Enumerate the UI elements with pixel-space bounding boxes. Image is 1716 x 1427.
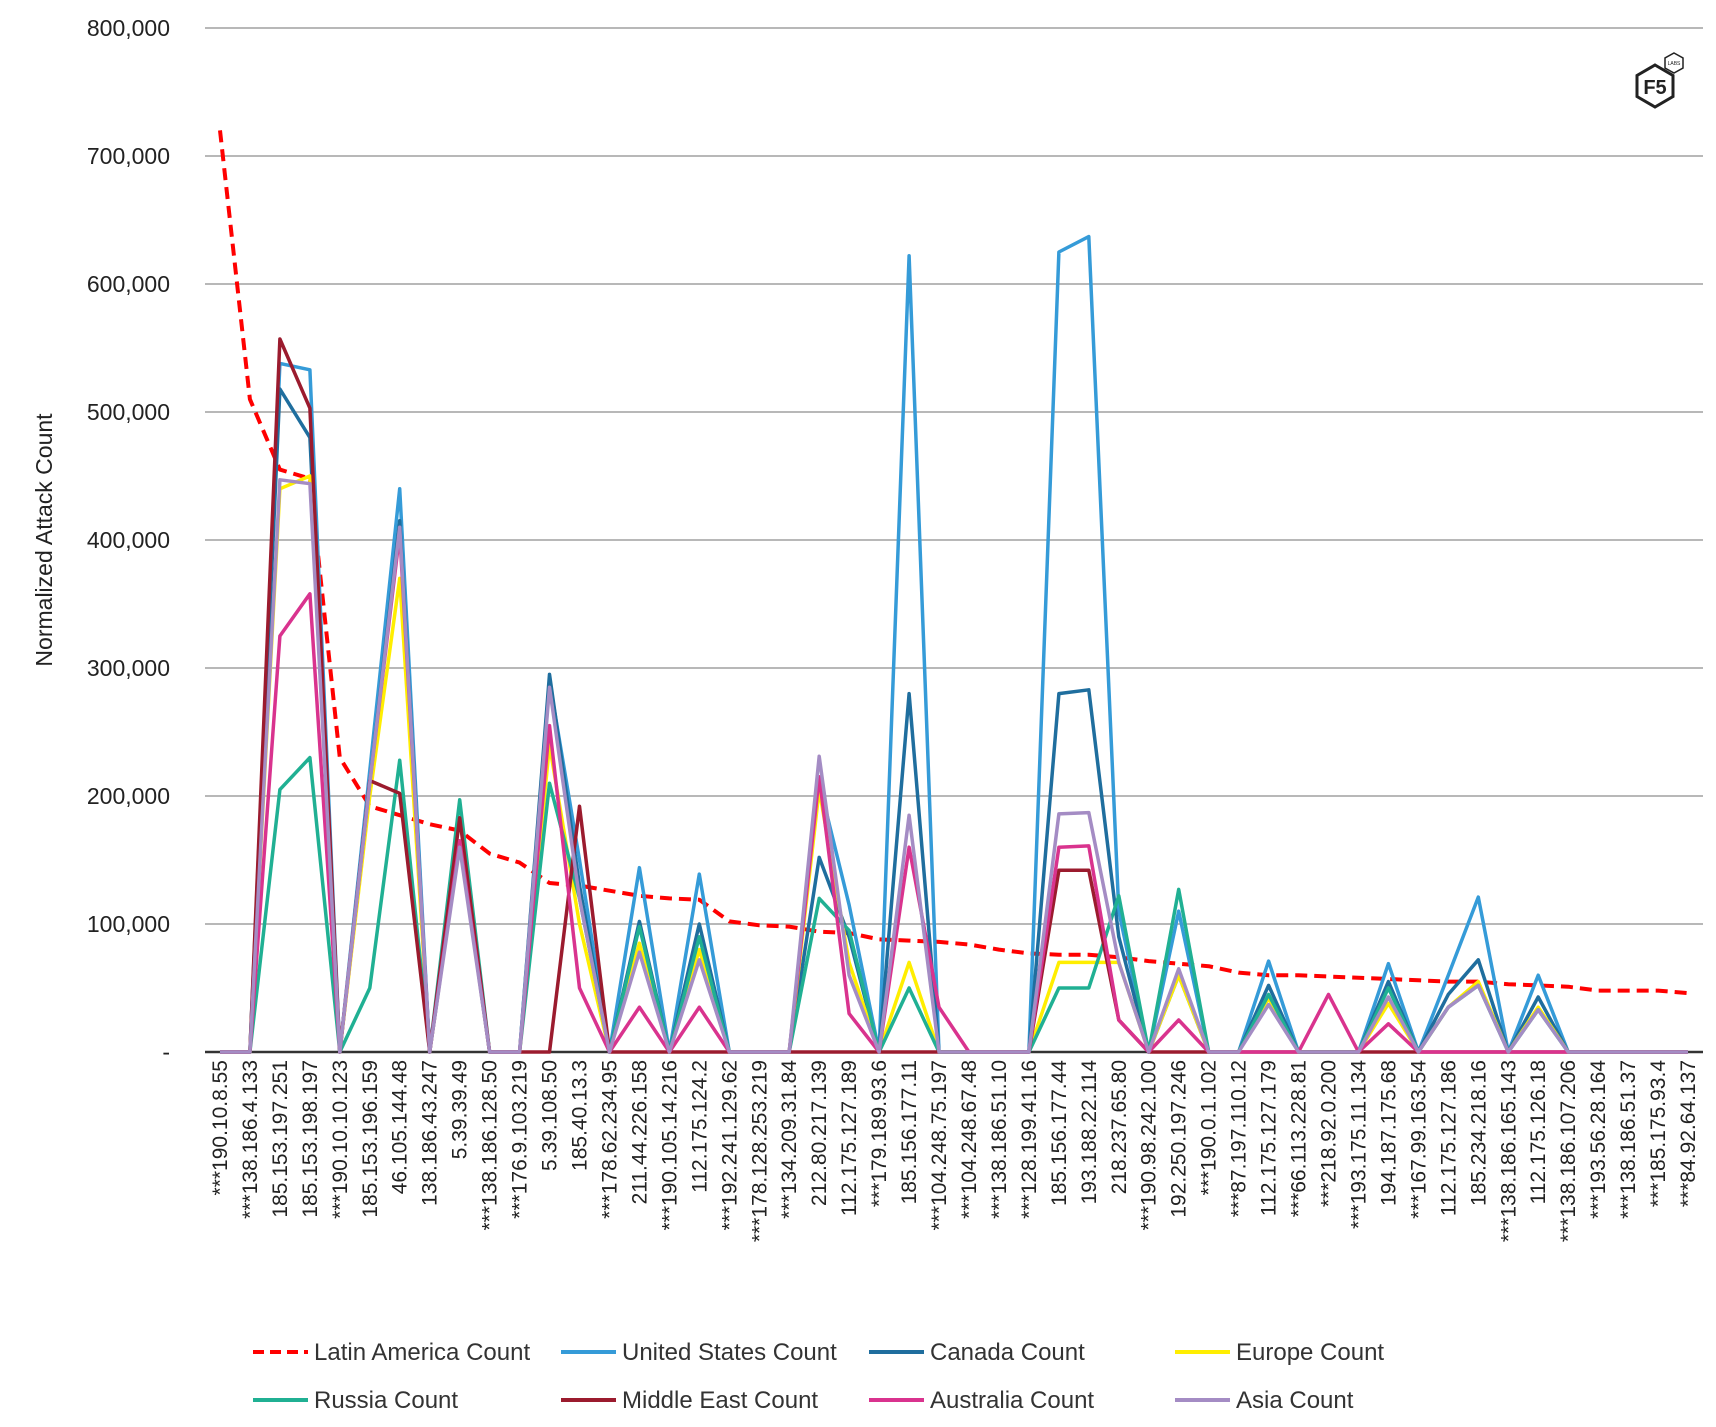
series-russia-count (219, 755, 1689, 1054)
legend-item: Russia Count (253, 1387, 458, 1414)
x-tick-label: ***138.186.128.50 (479, 1060, 502, 1231)
legend-item: Middle East Count (561, 1387, 818, 1414)
legend-item: Europe Count (1175, 1339, 1384, 1366)
x-tick-label: ***218.92.0.200 (1318, 1060, 1341, 1207)
x-tick-label: 185.153.197.251 (269, 1060, 292, 1218)
x-tick-label: 112.175.127.179 (1258, 1060, 1281, 1216)
x-tick-label: 138.186.43.247 (419, 1060, 442, 1206)
series-middle-east-count (219, 337, 1689, 1054)
x-axis-ticks: ***190.10.8.55 ***138.186.4.133 185.153.19… (209, 1060, 1700, 1242)
x-tick-label: 5.39.108.50 (539, 1060, 562, 1171)
legend-label: United States Count (622, 1339, 837, 1366)
x-tick-label: 112.175.126.18 (1527, 1060, 1550, 1204)
y-tick-label: 500,000 (87, 399, 170, 425)
x-tick-label: ***178.62.234.95 (598, 1060, 621, 1219)
legend-label: Asia Count (1236, 1387, 1354, 1414)
x-tick-label: ***104.248.75.197 (928, 1060, 951, 1231)
x-tick-label: 5.39.39.49 (449, 1060, 472, 1159)
x-tick-label: 194.187.175.68 (1377, 1060, 1400, 1206)
x-tick-label: ***176.9.103.219 (509, 1060, 532, 1219)
series-line (220, 234, 1688, 1054)
x-tick-label: 46.105.144.48 (389, 1060, 412, 1194)
y-tick-label: 800,000 (87, 15, 170, 41)
y-axis-ticks: - 100,000 200,000 300,000 400,000 500,000 600,… (87, 15, 170, 1065)
x-tick-label: ***84.92.64.137 (1677, 1060, 1700, 1207)
series-line (220, 755, 1688, 1054)
legend-label: Europe Count (1236, 1339, 1384, 1366)
x-tick-label: ***179.189.93.6 (868, 1060, 891, 1207)
x-tick-label: ***104.248.67.48 (958, 1060, 981, 1219)
y-tick-label: - (162, 1039, 170, 1065)
x-tick-label: ***190.10.10.123 (329, 1060, 352, 1219)
y-tick-label: 600,000 (87, 271, 170, 297)
series-line (218, 130, 1689, 996)
y-axis-title: Normalized Attack Count (31, 413, 57, 667)
x-tick-label: ***193.175.11.134 (1347, 1060, 1370, 1229)
x-tick-label: ***66.113.228.81 (1288, 1060, 1311, 1217)
x-tick-label: ***128.199.41.16 (1018, 1060, 1041, 1219)
x-tick-label: 211.44.226.158 (628, 1060, 651, 1204)
x-tick-label: ***167.99.163.54 (1407, 1060, 1430, 1219)
series-latin-america-count (218, 130, 1689, 996)
x-tick-label: ***138.186.51.37 (1617, 1060, 1640, 1219)
x-tick-label: ***190.98.242.100 (1138, 1060, 1161, 1231)
x-tick-label: 185.156.177.44 (1048, 1060, 1071, 1206)
series-line (220, 478, 1688, 1054)
x-tick-label: 192.250.197.246 (1168, 1060, 1191, 1218)
series-line (220, 337, 1688, 1054)
x-tick-label: ***138.186.51.10 (988, 1060, 1011, 1219)
x-tick-label: 185.234.218.16 (1467, 1060, 1490, 1206)
x-tick-label: ***190.0.1.102 (1198, 1060, 1221, 1195)
legend-item: Australia Count (869, 1387, 1094, 1414)
x-tick-label: 112.175.127.189 (838, 1060, 861, 1216)
legend-label: Australia Count (930, 1387, 1094, 1414)
x-tick-label: ***178.128.253.219 (748, 1060, 771, 1242)
x-tick-label: ***190.105.14.216 (658, 1060, 681, 1231)
x-tick-label: ***193.56.28.164 (1587, 1060, 1610, 1219)
legend-label: Latin America Count (314, 1339, 530, 1366)
legend: Latin America Count United States Count Ca… (253, 1339, 1384, 1414)
y-tick-label: 400,000 (87, 527, 170, 553)
legend-label: Canada Count (930, 1339, 1085, 1366)
legend-label: Middle East Count (622, 1387, 818, 1414)
x-tick-label: ***87.197.110.12 (1228, 1060, 1251, 1217)
x-tick-label: ***138.186.4.133 (239, 1060, 262, 1219)
y-tick-label: 200,000 (87, 783, 170, 809)
legend-item: Canada Count (869, 1339, 1085, 1366)
series-united-states-count (219, 234, 1689, 1054)
x-tick-label: 185.156.177.11 (898, 1060, 921, 1204)
x-tick-label: ***192.241.129.62 (718, 1060, 741, 1231)
series-asia-count (219, 478, 1689, 1054)
series-lines (218, 130, 1689, 1054)
legend-item: Latin America Count (253, 1339, 530, 1366)
svg-text:LABS: LABS (1668, 61, 1681, 67)
x-tick-label: ***138.186.107.206 (1557, 1060, 1580, 1242)
svg-text:F5: F5 (1643, 77, 1666, 99)
x-tick-label: 218.237.65.80 (1108, 1060, 1131, 1194)
legend-item: United States Count (561, 1339, 837, 1366)
y-tick-label: 300,000 (87, 655, 170, 681)
y-tick-label: 700,000 (87, 143, 170, 169)
x-tick-label: 112.175.124.2 (688, 1060, 711, 1193)
legend-label: Russia Count (314, 1387, 458, 1414)
legend-item: Asia Count (1175, 1387, 1354, 1414)
x-tick-label: 112.175.127.186 (1437, 1060, 1460, 1216)
x-tick-label: ***138.186.165.143 (1497, 1060, 1520, 1242)
x-tick-label: 185.153.198.197 (299, 1060, 322, 1218)
x-tick-label: ***190.10.8.55 (209, 1060, 232, 1195)
x-tick-label: 193.188.22.114 (1078, 1060, 1101, 1205)
x-tick-label: 185.153.196.159 (359, 1060, 382, 1218)
f5-labs-logo: F5 LABS (1635, 52, 1684, 109)
y-tick-label: 100,000 (87, 911, 170, 937)
x-tick-label: 185.40.13.3 (569, 1060, 592, 1171)
x-tick-label: ***134.209.31.84 (778, 1060, 801, 1219)
x-tick-label: ***185.175.93.4 (1647, 1060, 1670, 1207)
x-tick-label: 212.80.217.139 (808, 1060, 831, 1206)
